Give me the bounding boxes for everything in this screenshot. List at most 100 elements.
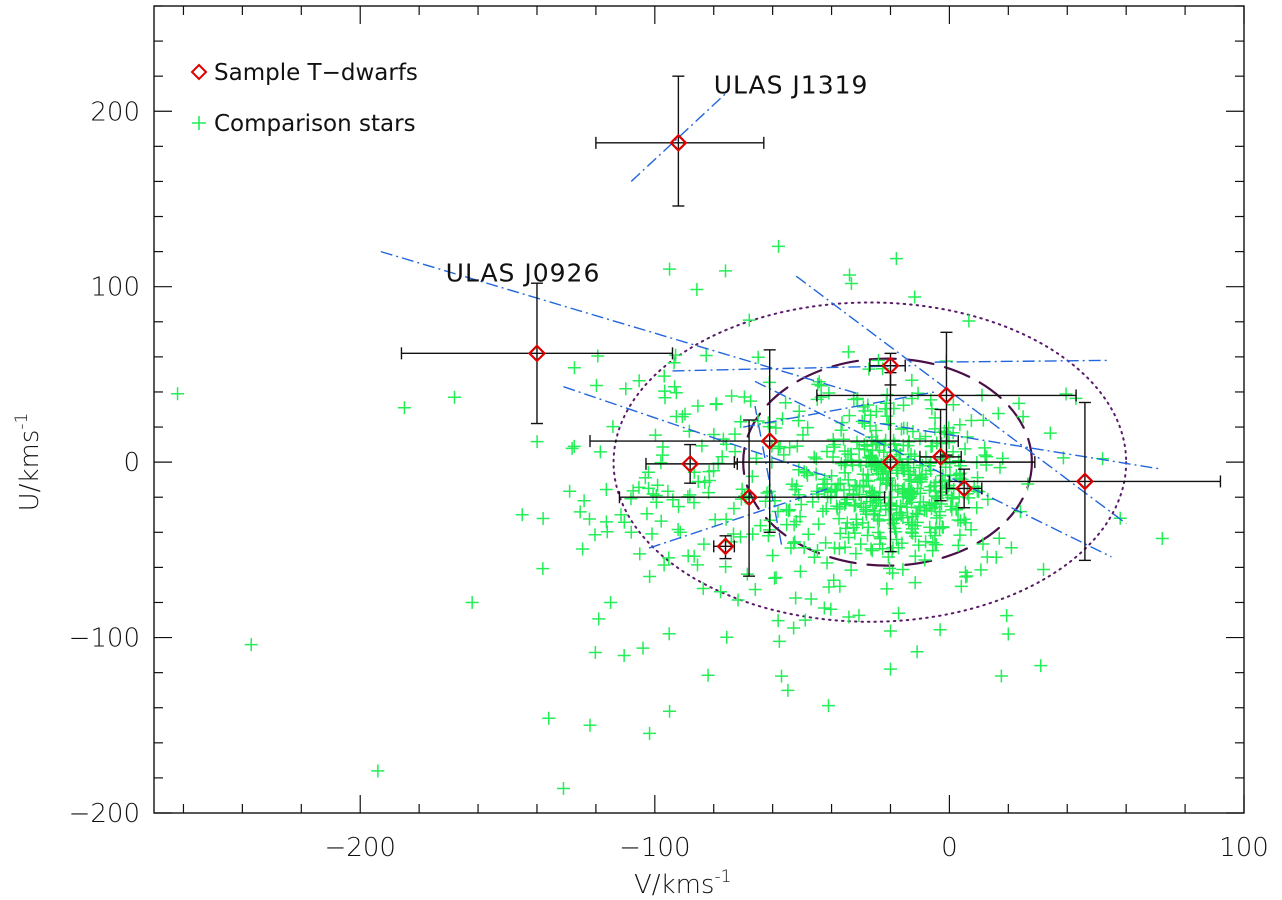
y-tick-label: 200 <box>90 97 140 127</box>
comparison-star <box>678 407 692 421</box>
comparison-star <box>851 392 865 406</box>
comparison-star <box>593 445 607 459</box>
comparison-star <box>906 425 920 439</box>
comparison-star <box>908 519 922 533</box>
sample-tdwarf-markers <box>527 133 1094 556</box>
comparison-star <box>869 433 883 447</box>
comparison-star <box>883 662 897 676</box>
comparison-star <box>897 482 911 496</box>
comparison-star <box>726 527 740 541</box>
comparison-star <box>919 535 933 549</box>
comparison-star <box>699 349 713 363</box>
comparison-star <box>814 379 828 393</box>
plot-frame <box>153 5 1245 814</box>
comparison-star <box>826 432 840 446</box>
comparison-star <box>701 668 715 682</box>
comparison-star <box>671 523 685 537</box>
comparison-star <box>941 480 955 494</box>
comparison-star <box>761 529 775 543</box>
comparison-star <box>954 579 968 593</box>
comparison-star <box>844 276 858 290</box>
comparison-star <box>891 483 905 497</box>
legend-label-sample: Sample T−dwarfs <box>214 60 418 86</box>
comparison-star <box>714 585 728 599</box>
comparison-star <box>935 520 949 534</box>
sample-tdwarf-point <box>881 453 900 472</box>
comparison-star <box>812 517 826 531</box>
comparison-star <box>1043 426 1057 440</box>
y-tick-label: 0 <box>123 448 140 478</box>
comparison-star <box>950 503 964 517</box>
comparison-star <box>850 435 864 449</box>
y-tick-label: −200 <box>69 799 140 829</box>
comparison-star <box>911 475 925 489</box>
comparison-star <box>797 541 811 555</box>
comparison-star <box>842 610 856 624</box>
comparison-star <box>589 378 603 392</box>
comparison-star <box>800 466 814 480</box>
comparison-star <box>951 538 965 552</box>
comparison-star <box>904 447 918 461</box>
comparison-star <box>841 473 855 487</box>
comparison-star <box>896 563 910 577</box>
comparison-star <box>536 562 550 576</box>
comparison-star <box>751 350 765 364</box>
comparison-star <box>583 718 597 732</box>
comparison-star <box>910 645 924 659</box>
comparison-star <box>911 386 925 400</box>
comparison-star <box>774 669 788 683</box>
comparison-star <box>821 489 835 503</box>
comparison-star <box>768 494 782 508</box>
comparison-star <box>719 560 733 574</box>
y-tick-label: 100 <box>90 273 140 303</box>
comparison-star <box>822 580 836 594</box>
ellipse-dotted <box>612 301 1128 623</box>
comparison-star <box>826 450 840 464</box>
comparison-star <box>745 469 759 483</box>
comparison-star <box>873 473 887 487</box>
comparison-star <box>908 576 922 590</box>
comparison-star <box>811 377 825 391</box>
x-tick-label: −200 <box>325 833 396 863</box>
comparison-star <box>861 520 875 534</box>
comparison-star <box>662 551 676 565</box>
comparison-star <box>908 549 922 563</box>
comparison-star <box>889 525 903 539</box>
comparison-stars-markers <box>171 239 1169 795</box>
comparison-star <box>920 504 934 518</box>
error-bars <box>400 75 1222 577</box>
x-tick-label: 0 <box>941 833 958 863</box>
comparison-star <box>727 501 741 515</box>
comparison-star <box>801 527 815 541</box>
comparison-star <box>833 500 847 514</box>
comparison-star <box>951 513 965 527</box>
comparison-star <box>852 608 866 622</box>
comparison-star <box>654 456 668 470</box>
comparison-star <box>946 492 960 506</box>
comparison-star <box>848 526 862 540</box>
comparison-star <box>632 374 646 388</box>
comparison-star <box>777 448 791 462</box>
comparison-star <box>872 509 886 523</box>
motion-line <box>648 487 829 549</box>
comparison-star <box>642 481 656 495</box>
comparison-star <box>658 384 672 398</box>
comparison-star <box>909 507 923 521</box>
comparison-star <box>698 475 712 489</box>
motion-line <box>857 419 1162 470</box>
comparison-star <box>783 441 797 455</box>
comparison-star <box>838 466 852 480</box>
comparison-star <box>959 516 973 530</box>
comparison-star <box>892 606 906 620</box>
comparison-star <box>807 550 821 564</box>
comparison-star <box>632 480 646 494</box>
comparison-star <box>588 528 602 542</box>
comparison-star <box>849 547 863 561</box>
comparison-star <box>773 440 787 454</box>
comparison-star <box>663 262 677 276</box>
comparison-star <box>614 508 628 522</box>
comparison-star <box>827 440 841 454</box>
comparison-star <box>962 314 976 328</box>
comparison-star <box>668 380 682 394</box>
comparison-star <box>905 392 919 406</box>
